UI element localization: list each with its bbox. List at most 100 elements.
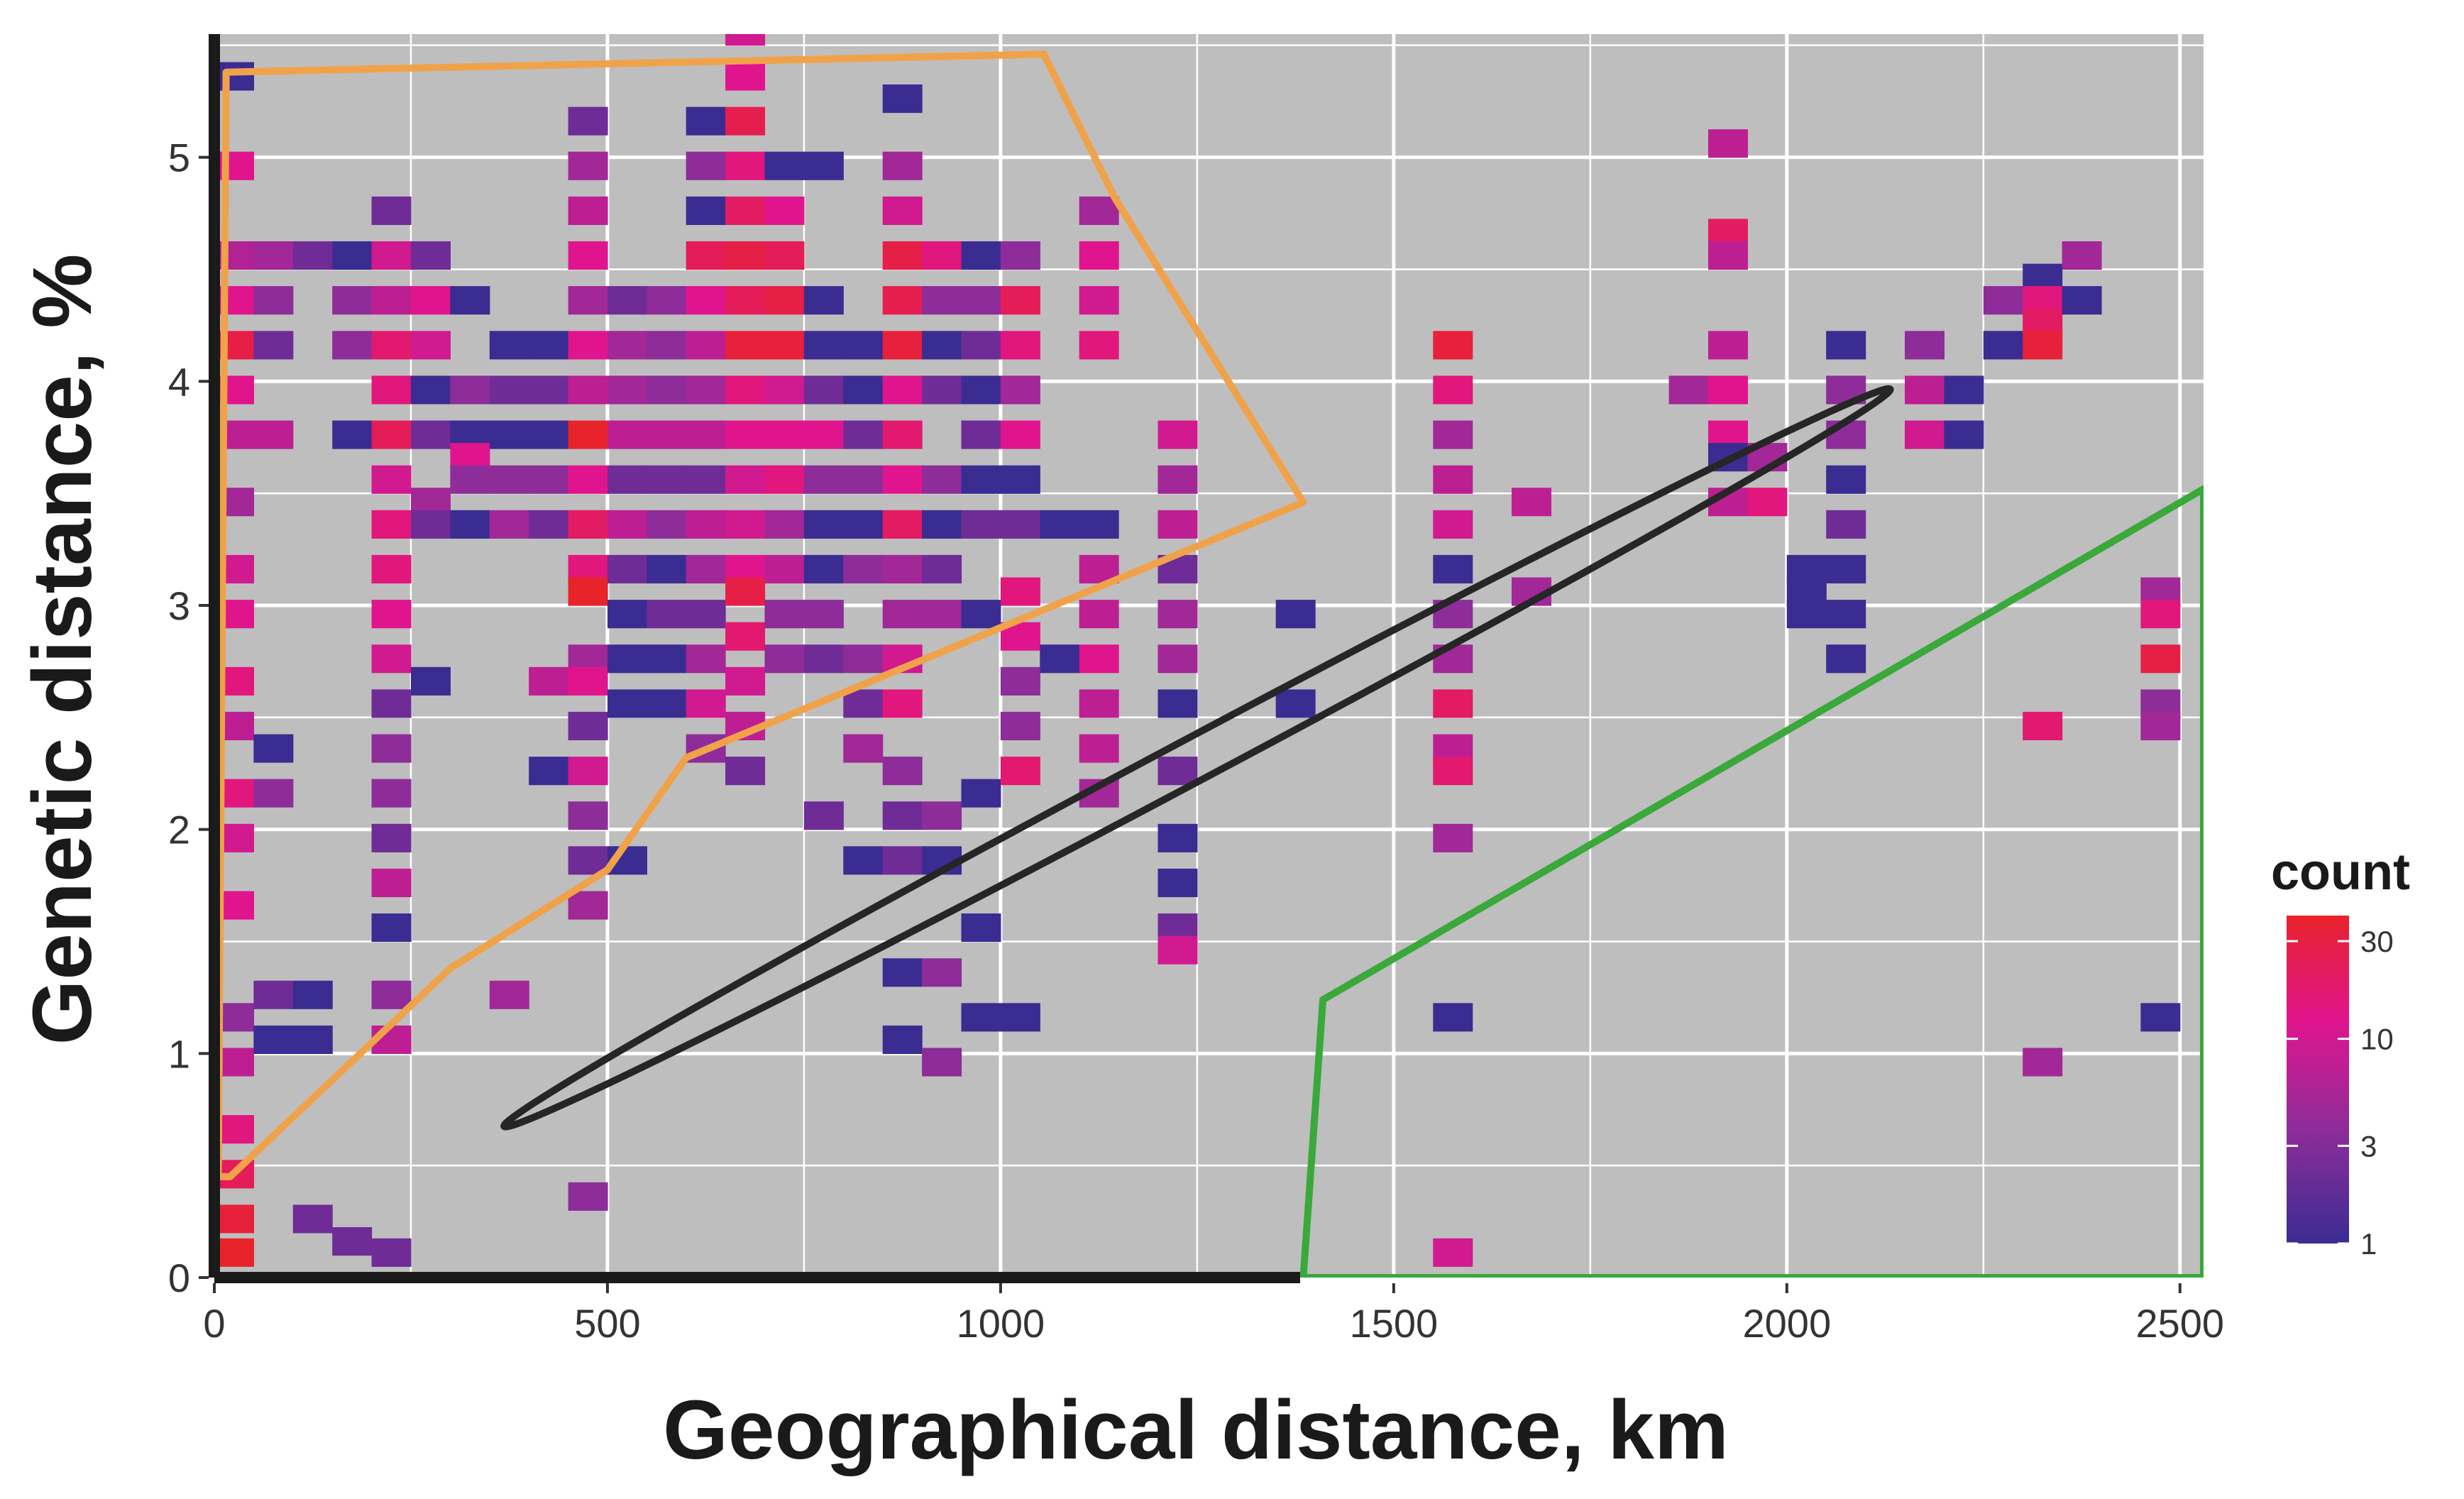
heatmap-cell xyxy=(882,846,923,875)
heatmap-cell xyxy=(411,666,451,696)
heatmap-cell xyxy=(725,241,766,270)
heatmap-cell xyxy=(568,286,608,315)
heatmap-cell xyxy=(882,600,923,629)
heatmap-cell xyxy=(529,465,569,494)
heatmap-cell xyxy=(922,554,962,583)
heatmap-cell xyxy=(529,331,569,360)
annotation-polygon xyxy=(1299,485,2204,1278)
heatmap-cell xyxy=(882,375,923,405)
heatmap-cell xyxy=(725,106,766,136)
heatmap-cell xyxy=(1157,644,1198,674)
x-tick-label: 1000 xyxy=(957,1301,1045,1346)
heatmap-cell xyxy=(2023,331,2063,360)
heatmap-cell xyxy=(1079,689,1119,718)
heatmap-cell xyxy=(686,286,726,315)
heatmap-cell xyxy=(1079,196,1119,225)
heatmap-cell xyxy=(1433,1003,1473,1032)
heatmap-cell xyxy=(1000,420,1040,449)
heatmap-cell xyxy=(568,465,608,494)
heatmap-cell xyxy=(922,958,962,987)
heatmap-cell xyxy=(253,779,294,808)
heatmap-cell xyxy=(371,823,412,852)
heatmap-cell xyxy=(2023,1048,2063,1077)
heatmap-cell xyxy=(1000,241,1040,270)
heatmap-cell xyxy=(1157,868,1198,897)
heatmap-cell xyxy=(961,420,1001,449)
heatmap-cell xyxy=(1433,757,1473,786)
heatmap-cell xyxy=(253,420,294,449)
heatmap-cell xyxy=(843,375,884,405)
heatmap-cell xyxy=(607,689,647,718)
heatmap-cell xyxy=(725,622,766,651)
heatmap-cell xyxy=(1983,331,2023,360)
heatmap-cell xyxy=(725,465,766,494)
heatmap-cell xyxy=(371,868,412,897)
heatmap-cell xyxy=(764,151,805,180)
heatmap-cell xyxy=(1275,689,1316,718)
heatmap-cell xyxy=(882,420,923,449)
heatmap-cell xyxy=(371,779,412,808)
legend-tick-label: 3 xyxy=(2360,1129,2377,1163)
heatmap-cell xyxy=(882,465,923,494)
heatmap-cell xyxy=(725,420,766,449)
heatmap-cell xyxy=(607,465,647,494)
heatmap-cell xyxy=(843,554,884,583)
heatmap-cell xyxy=(686,375,726,405)
heatmap-cell xyxy=(371,331,412,360)
heatmap-cell xyxy=(1433,554,1473,583)
heatmap-cell xyxy=(1512,488,1551,517)
heatmap-cell xyxy=(686,420,726,449)
heatmap-cell xyxy=(411,420,451,449)
heatmap-cell xyxy=(686,554,726,583)
heatmap-cell xyxy=(725,286,766,315)
heatmap-cell xyxy=(922,375,962,405)
heatmap-cell xyxy=(803,375,844,405)
heatmap-cell xyxy=(882,331,923,360)
heatmap-cell xyxy=(803,510,844,539)
heatmap-cell xyxy=(1433,510,1473,539)
heatmap-cell xyxy=(803,600,844,629)
heatmap-cell xyxy=(1944,420,1984,449)
y-tick-label: 4 xyxy=(168,359,190,404)
heatmap-cell xyxy=(529,375,569,405)
heatmap-cell xyxy=(607,286,647,315)
heatmap-cell xyxy=(1826,331,1866,360)
heatmap-cell xyxy=(803,465,844,494)
heatmap-cell xyxy=(214,331,254,360)
heatmap-cell xyxy=(607,554,647,583)
heatmap-cell xyxy=(371,420,412,449)
heatmap-cell xyxy=(803,286,844,315)
legend-ticks: 1 3 10 30 xyxy=(2287,925,2394,1261)
heatmap-cell xyxy=(1433,375,1473,405)
heatmap-cell xyxy=(568,666,608,696)
heatmap-cell xyxy=(371,375,412,405)
heatmap-cell xyxy=(922,286,962,315)
heatmap-cell xyxy=(922,241,962,270)
heatmap-cell xyxy=(253,241,294,270)
heatmap-cell xyxy=(961,286,1001,315)
heatmap-cell xyxy=(568,241,608,270)
heatmap-cell xyxy=(1826,465,1866,494)
heatmap-cell xyxy=(529,757,569,786)
heatmap-cell xyxy=(214,1238,254,1267)
heatmap-cell xyxy=(529,666,569,696)
heatmap-cell xyxy=(411,241,451,270)
heatmap-cell xyxy=(686,106,726,136)
grid-lines xyxy=(214,34,2204,1278)
heatmap-cell xyxy=(1079,734,1119,763)
heatmap-cell xyxy=(764,554,805,583)
heatmap-cell xyxy=(647,331,687,360)
y-tick-label: 5 xyxy=(168,136,190,180)
legend-tick-label: 30 xyxy=(2360,925,2394,958)
annotation-ellipse xyxy=(500,385,1894,1131)
heatmap-cell xyxy=(725,577,766,606)
heatmap-cell xyxy=(961,510,1001,539)
heatmap-cell xyxy=(725,34,766,46)
heatmap-cell xyxy=(332,286,373,315)
heatmap-cell xyxy=(1000,1003,1040,1032)
heatmap-cell xyxy=(2140,600,2181,629)
heatmap-cell xyxy=(882,151,923,180)
heatmap-cell xyxy=(371,241,412,270)
heatmap-cell xyxy=(568,106,608,136)
heatmap-cell xyxy=(1433,465,1473,494)
